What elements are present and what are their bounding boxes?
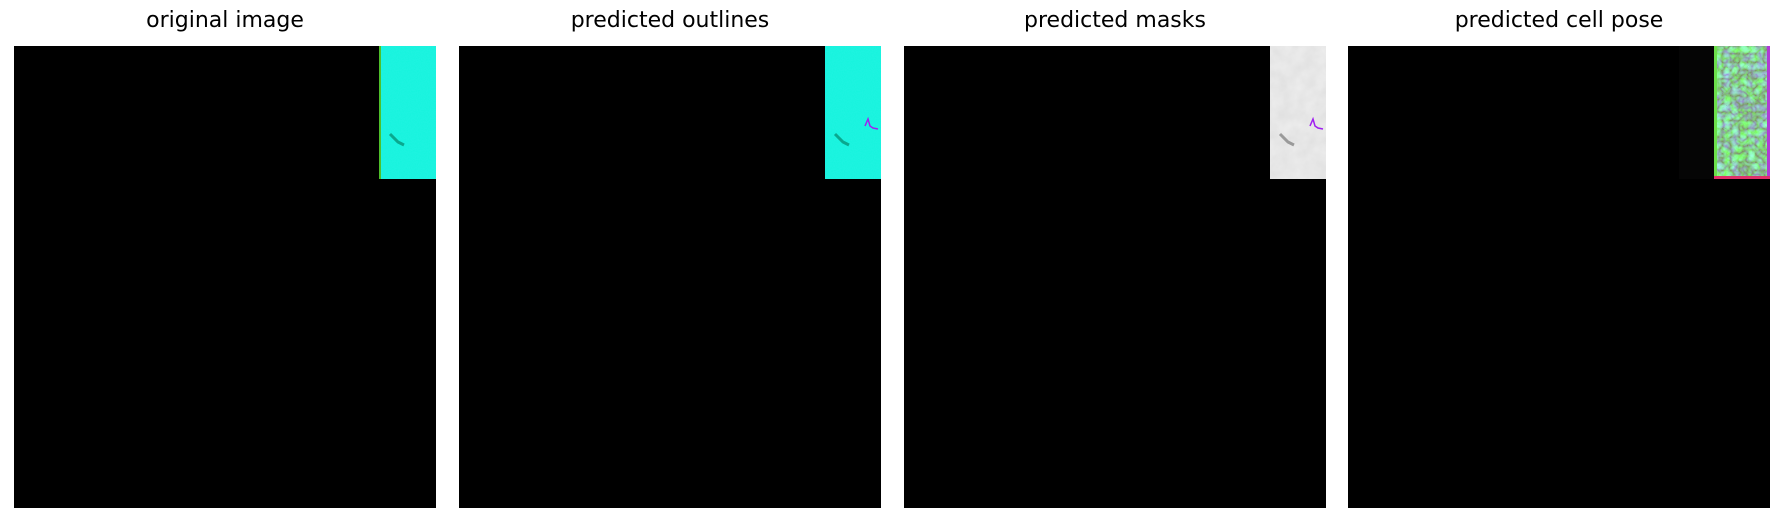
background-region: [14, 46, 436, 508]
panel-title-predicted-masks: predicted masks: [1024, 8, 1206, 33]
panel-title-predicted-cell-pose: predicted cell pose: [1454, 8, 1664, 33]
predicted-masks-canvas: [904, 46, 1326, 508]
cell-streak: [833, 132, 850, 147]
cyan-texture: [825, 46, 881, 179]
mask-texture: [1270, 46, 1326, 179]
panel-title-predicted-outlines: predicted outlines: [570, 8, 770, 33]
predicted-cell-pose-panel: [1348, 46, 1770, 508]
faint-region: [1679, 46, 1714, 179]
flow-texture: [1714, 46, 1770, 179]
original-image-canvas: [14, 46, 436, 508]
flow-right-edge: [1767, 46, 1770, 179]
background-region: [459, 46, 881, 508]
predicted-outlines-canvas: [459, 46, 881, 508]
predicted-masks-panel: [904, 46, 1326, 508]
predicted-outlines-panel: [459, 46, 881, 508]
cell-outline: [864, 116, 879, 130]
cyan-texture: [380, 46, 436, 179]
flow-left-edge: [1714, 46, 1717, 179]
original-image-panel: [14, 46, 436, 508]
panel-title-original-image: original image: [146, 8, 304, 33]
background-region: [904, 46, 1326, 508]
flow-bottom-edge: [1714, 176, 1770, 179]
cell-outline: [1309, 116, 1324, 130]
cell-streak: [1278, 132, 1295, 147]
cell-streak: [388, 132, 405, 147]
predicted-cell-pose-canvas: [1348, 46, 1770, 508]
